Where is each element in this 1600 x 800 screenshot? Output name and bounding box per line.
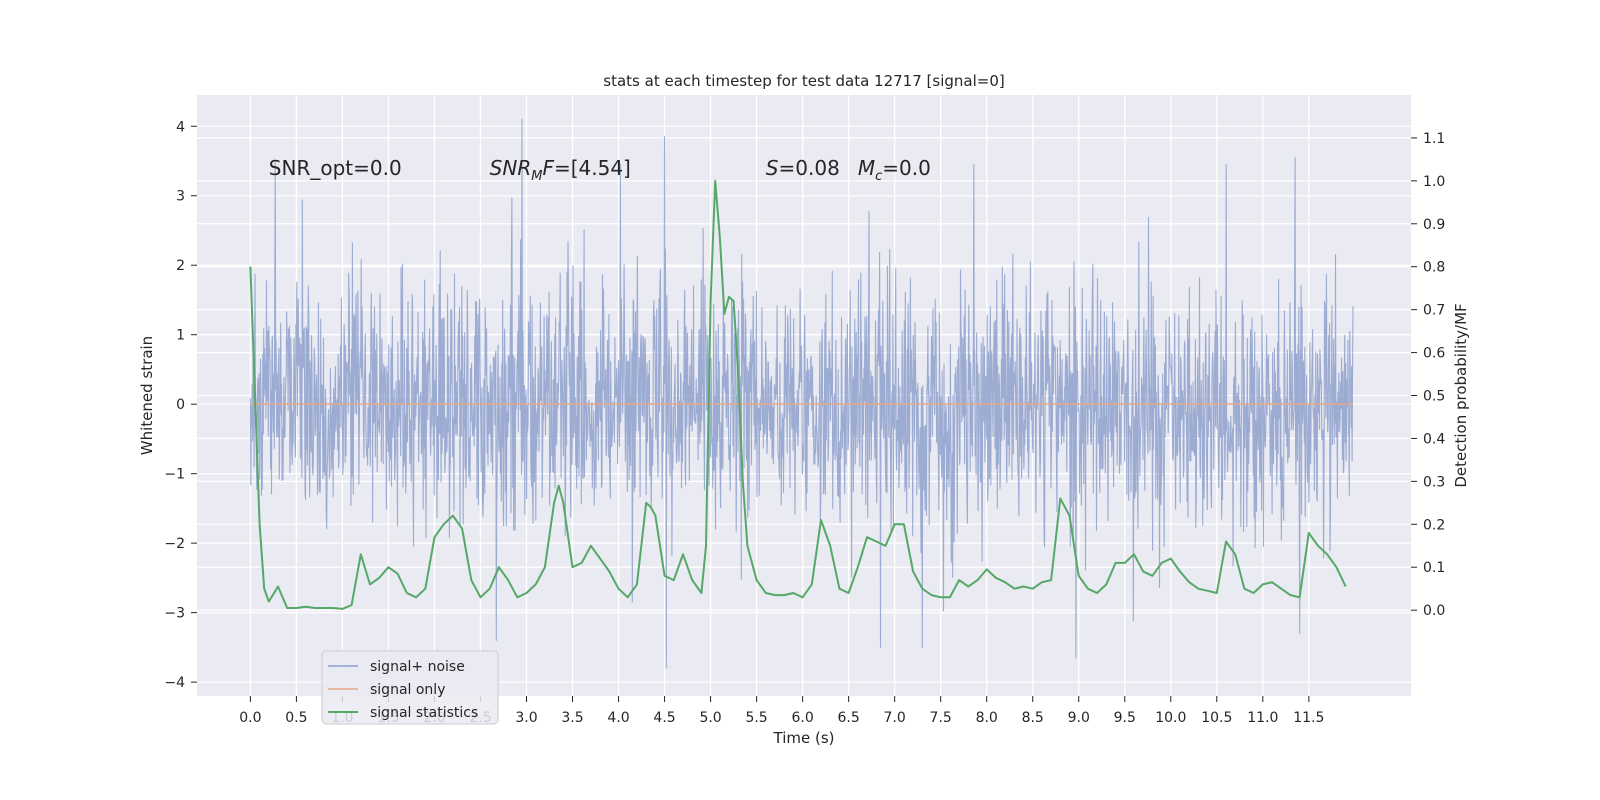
x-tick-label: 0.0 bbox=[239, 710, 261, 726]
y-left-tick-label: 3 bbox=[176, 189, 185, 205]
y-left-tick-label: −2 bbox=[164, 536, 185, 552]
y-left-tick-label: 1 bbox=[176, 328, 185, 344]
legend-label: signal statistics bbox=[370, 705, 478, 721]
y-axis-right-label: Detection probability/MF bbox=[1452, 303, 1470, 487]
legend: signal+ noise signal only signal statistic… bbox=[321, 650, 499, 725]
chart-title: stats at each timestep for test data 127… bbox=[603, 72, 1004, 90]
x-tick-label: 6.0 bbox=[791, 710, 813, 726]
x-tick-label: 3.0 bbox=[515, 710, 537, 726]
y-right-tick-label: 0.4 bbox=[1423, 431, 1445, 447]
y-right-tick-label: 0.8 bbox=[1423, 260, 1445, 276]
x-tick-label: 6.5 bbox=[838, 710, 860, 726]
x-tick-label: 10.0 bbox=[1155, 710, 1186, 726]
y-left-tick-label: 4 bbox=[176, 119, 185, 135]
y-axis-right-ticks: 1.1 1.0 0.9 0.8 0.7 0.6 0.5 0.4 0.3 0.2 0.1 0.0 bbox=[1411, 131, 1445, 619]
x-tick-label: 7.0 bbox=[884, 710, 906, 726]
y-left-tick-label: −4 bbox=[164, 675, 185, 691]
y-right-tick-label: 0.7 bbox=[1423, 303, 1445, 319]
y-left-tick-label: −3 bbox=[164, 606, 185, 622]
x-axis-label: Time (s) bbox=[773, 729, 835, 747]
y-right-tick-label: 0.1 bbox=[1423, 560, 1445, 576]
x-tick-label: 8.5 bbox=[1022, 710, 1044, 726]
x-tick-label: 9.0 bbox=[1068, 710, 1090, 726]
x-tick-label: 4.0 bbox=[607, 710, 629, 726]
x-tick-label: 11.5 bbox=[1293, 710, 1324, 726]
y-right-tick-label: 0.6 bbox=[1423, 346, 1445, 362]
legend-label: signal only bbox=[370, 682, 445, 698]
annotations: SNR_opt=0.0 SNRMF=[4.54] S=0.08 Mc=0.0 bbox=[269, 156, 931, 184]
y-axis-left-ticks: 4 3 2 1 0 −1 −2 −3 −4 bbox=[164, 119, 197, 691]
series-signal-plus-noise bbox=[249, 118, 1354, 669]
x-tick-label: 8.0 bbox=[976, 710, 998, 726]
x-tick-label: 5.0 bbox=[699, 710, 721, 726]
y-right-tick-label: 0.9 bbox=[1423, 217, 1445, 233]
signal-plus-noise-line bbox=[249, 118, 1354, 669]
y-axis-left-label: Whitened strain bbox=[138, 336, 156, 455]
series-signal-statistics bbox=[249, 179, 1347, 610]
y-right-tick-label: 0.5 bbox=[1423, 389, 1445, 405]
legend-label: signal+ noise bbox=[370, 659, 465, 675]
y-left-tick-label: 0 bbox=[176, 397, 185, 413]
x-tick-label: 9.5 bbox=[1114, 710, 1136, 726]
annotation-text: Mc=0.0 bbox=[858, 156, 931, 184]
y-left-tick-label: −1 bbox=[164, 467, 185, 483]
x-tick-label: 5.5 bbox=[745, 710, 767, 726]
y-right-tick-label: 0.0 bbox=[1423, 603, 1445, 619]
y-right-tick-label: 1.1 bbox=[1423, 131, 1445, 147]
x-tick-label: 0.5 bbox=[285, 710, 307, 726]
x-tick-label: 3.5 bbox=[561, 710, 583, 726]
x-tick-label: 10.5 bbox=[1201, 710, 1232, 726]
y-left-tick-label: 2 bbox=[176, 258, 185, 274]
x-tick-label: 11.0 bbox=[1247, 710, 1278, 726]
annotation-text: SNRMF=[4.54] bbox=[490, 156, 631, 184]
signal-statistics-line bbox=[249, 179, 1347, 610]
legend-box bbox=[321, 650, 499, 725]
y-right-tick-label: 0.3 bbox=[1423, 474, 1445, 490]
x-tick-label: 4.5 bbox=[653, 710, 675, 726]
annotation-text: SNR_opt=0.0 bbox=[269, 156, 402, 180]
y-right-tick-label: 1.0 bbox=[1423, 174, 1445, 190]
y-right-tick-label: 0.2 bbox=[1423, 517, 1445, 533]
annotation-text: S=0.08 bbox=[766, 156, 840, 180]
x-tick-label: 7.5 bbox=[930, 710, 952, 726]
